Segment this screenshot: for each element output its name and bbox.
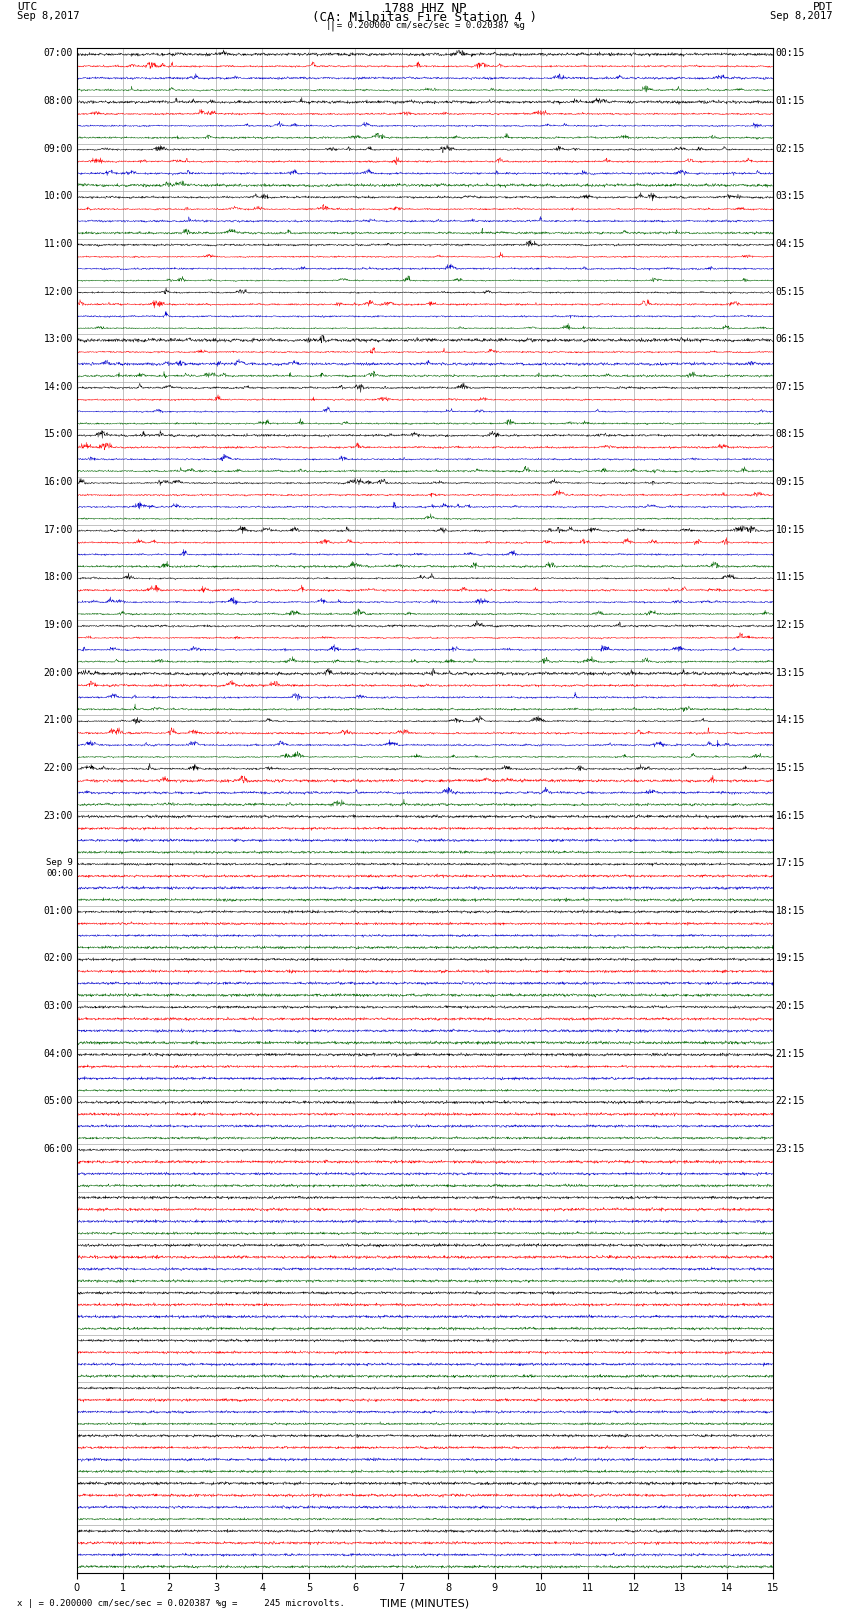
Text: 21:15: 21:15 bbox=[775, 1048, 805, 1058]
X-axis label: TIME (MINUTES): TIME (MINUTES) bbox=[381, 1598, 469, 1608]
Text: |: | bbox=[330, 21, 336, 32]
Text: Sep 9
00:00: Sep 9 00:00 bbox=[46, 858, 73, 877]
Text: Sep 8,2017: Sep 8,2017 bbox=[770, 11, 833, 21]
Text: 08:15: 08:15 bbox=[775, 429, 805, 439]
Text: 22:15: 22:15 bbox=[775, 1097, 805, 1107]
Text: 01:15: 01:15 bbox=[775, 97, 805, 106]
Text: 09:00: 09:00 bbox=[43, 144, 73, 153]
Text: UTC: UTC bbox=[17, 2, 37, 11]
Text: 17:15: 17:15 bbox=[775, 858, 805, 868]
Text: 07:15: 07:15 bbox=[775, 382, 805, 392]
Text: 13:00: 13:00 bbox=[43, 334, 73, 344]
Text: 20:00: 20:00 bbox=[43, 668, 73, 677]
Text: 14:00: 14:00 bbox=[43, 382, 73, 392]
Text: 08:00: 08:00 bbox=[43, 97, 73, 106]
Text: 02:00: 02:00 bbox=[43, 953, 73, 963]
Text: 18:15: 18:15 bbox=[775, 907, 805, 916]
Text: 19:00: 19:00 bbox=[43, 619, 73, 631]
Text: 18:00: 18:00 bbox=[43, 573, 73, 582]
Text: 03:00: 03:00 bbox=[43, 1002, 73, 1011]
Text: 11:00: 11:00 bbox=[43, 239, 73, 248]
Text: | = 0.200000 cm/sec/sec = 0.020387 %g: | = 0.200000 cm/sec/sec = 0.020387 %g bbox=[326, 21, 524, 31]
Text: x | = 0.200000 cm/sec/sec = 0.020387 %g =     245 microvolts.: x | = 0.200000 cm/sec/sec = 0.020387 %g … bbox=[17, 1598, 345, 1608]
Text: 01:00: 01:00 bbox=[43, 907, 73, 916]
Text: 07:00: 07:00 bbox=[43, 48, 73, 58]
Text: 04:15: 04:15 bbox=[775, 239, 805, 248]
Text: 15:00: 15:00 bbox=[43, 429, 73, 439]
Text: 05:00: 05:00 bbox=[43, 1097, 73, 1107]
Text: 10:15: 10:15 bbox=[775, 524, 805, 536]
Text: 15:15: 15:15 bbox=[775, 763, 805, 773]
Text: 11:15: 11:15 bbox=[775, 573, 805, 582]
Text: 22:00: 22:00 bbox=[43, 763, 73, 773]
Text: 06:00: 06:00 bbox=[43, 1144, 73, 1153]
Text: 00:15: 00:15 bbox=[775, 48, 805, 58]
Text: 02:15: 02:15 bbox=[775, 144, 805, 153]
Text: 06:15: 06:15 bbox=[775, 334, 805, 344]
Text: 16:00: 16:00 bbox=[43, 477, 73, 487]
Text: 1788 HHZ NP: 1788 HHZ NP bbox=[383, 2, 467, 15]
Text: 10:00: 10:00 bbox=[43, 192, 73, 202]
Text: 17:00: 17:00 bbox=[43, 524, 73, 536]
Text: (CA: Milpitas Fire Station 4 ): (CA: Milpitas Fire Station 4 ) bbox=[313, 11, 537, 24]
Text: Sep 8,2017: Sep 8,2017 bbox=[17, 11, 80, 21]
Text: 13:15: 13:15 bbox=[775, 668, 805, 677]
Text: PDT: PDT bbox=[813, 2, 833, 11]
Text: 05:15: 05:15 bbox=[775, 287, 805, 297]
Text: 20:15: 20:15 bbox=[775, 1002, 805, 1011]
Text: 12:15: 12:15 bbox=[775, 619, 805, 631]
Text: 21:00: 21:00 bbox=[43, 715, 73, 726]
Text: 03:15: 03:15 bbox=[775, 192, 805, 202]
Text: 12:00: 12:00 bbox=[43, 287, 73, 297]
Text: 16:15: 16:15 bbox=[775, 811, 805, 821]
Text: 04:00: 04:00 bbox=[43, 1048, 73, 1058]
Text: 09:15: 09:15 bbox=[775, 477, 805, 487]
Text: 14:15: 14:15 bbox=[775, 715, 805, 726]
Text: 19:15: 19:15 bbox=[775, 953, 805, 963]
Text: 23:15: 23:15 bbox=[775, 1144, 805, 1153]
Text: 23:00: 23:00 bbox=[43, 811, 73, 821]
